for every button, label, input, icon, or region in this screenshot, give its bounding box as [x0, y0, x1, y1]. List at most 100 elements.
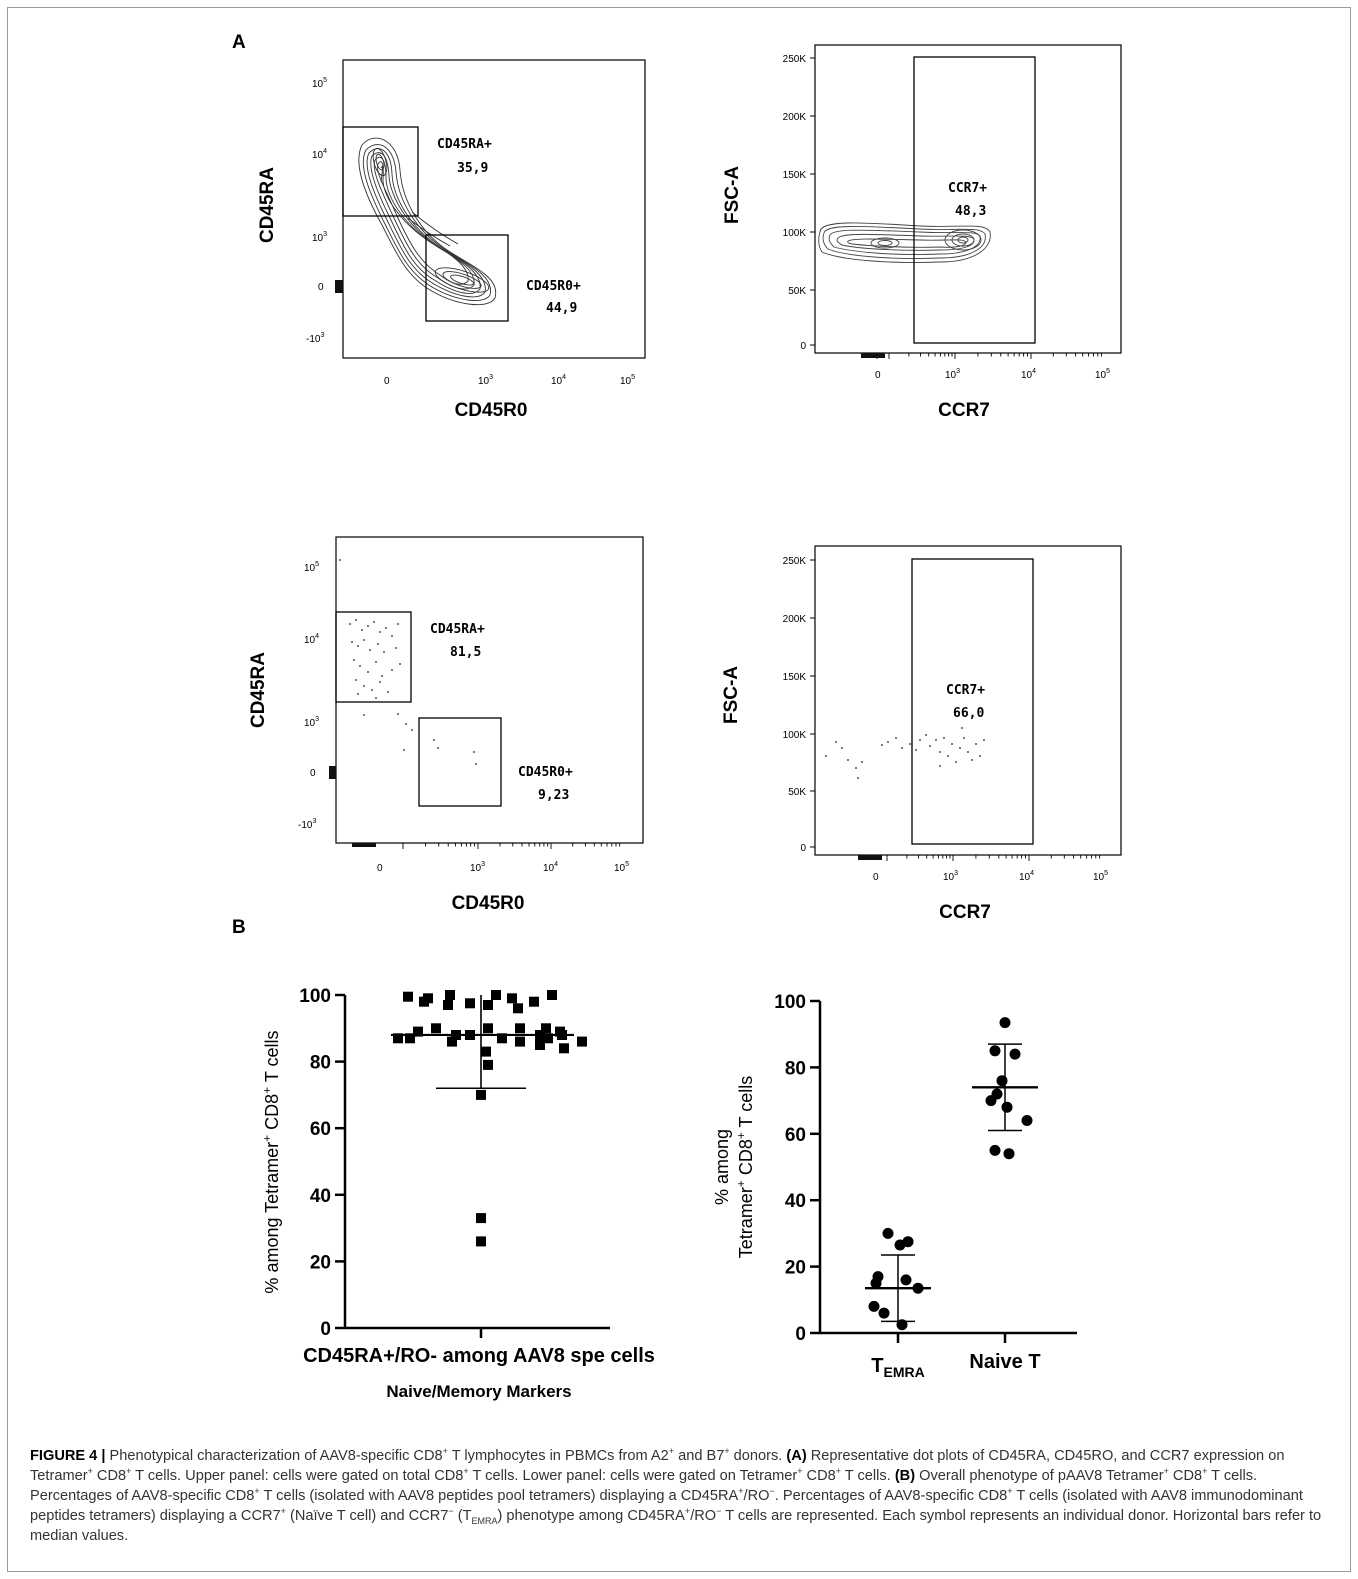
category-label-temra: TEMRA [871, 1355, 924, 1380]
data-point [559, 1043, 569, 1054]
event-dot [379, 681, 381, 683]
event-dot [359, 665, 361, 667]
event-dot [339, 559, 341, 561]
data-point [483, 1023, 493, 1034]
data-point [868, 1300, 880, 1312]
event-dot [375, 697, 377, 699]
x-minor-ticks [402, 843, 621, 849]
event-dot [895, 737, 897, 739]
y-ticks: 0 20 40 60 80 100 [299, 986, 345, 1340]
event-dot [395, 647, 397, 649]
data-point [513, 1003, 523, 1014]
x-tick-1e3: 103 [470, 861, 485, 874]
flow-plot-top-right: 0 50K 100K 150K 200K 250K CCR7+ 48,3 0 1… [722, 44, 1122, 421]
data-point [405, 1033, 415, 1044]
y-tick: 100K [783, 730, 807, 741]
event-dot [349, 623, 351, 625]
gate-ccr7 [911, 558, 1034, 845]
flow-plot-bottom-left: CD45RA+ 81,5 CD45R0+ 9,23 105 104 103 0 … [248, 536, 644, 914]
data-point [443, 1000, 453, 1010]
y-tick-label: 20 [310, 1252, 331, 1273]
event-dot [357, 693, 359, 695]
event-dot [357, 645, 359, 647]
data-point [541, 1023, 551, 1034]
x-tick-1e3: 103 [943, 870, 958, 883]
event-dot [411, 729, 413, 731]
event-dot [397, 713, 399, 715]
event-dot [979, 755, 981, 757]
gate-label: CD45R0+ [518, 765, 573, 780]
x-tick-1e4: 104 [543, 861, 558, 874]
y-axis-label: CD45RA [248, 652, 269, 728]
figure-caption: FIGURE 4 | Phenotypical characterization… [30, 1446, 1322, 1544]
x-minor-ticks [886, 855, 1101, 861]
x-axis-label: CCR7 [938, 400, 990, 421]
event-dot [955, 761, 957, 763]
event-dot [939, 751, 941, 753]
event-dot [363, 685, 365, 687]
y-tick-label: 60 [310, 1119, 331, 1140]
event-dot [861, 761, 863, 763]
event-dot [351, 641, 353, 643]
gate-value: 66,0 [953, 706, 984, 721]
y-axis-label: FSC-A [722, 166, 743, 224]
data-point [535, 1040, 545, 1050]
x-axis-label: CD45R0 [452, 893, 525, 914]
y-tick-label: 100 [774, 992, 806, 1013]
event-dot [925, 734, 927, 736]
data-point [547, 990, 557, 1000]
event-dot [943, 737, 945, 739]
event-dot [379, 631, 381, 633]
data-points [393, 990, 587, 1247]
gate-ccr7 [913, 56, 1036, 344]
data-point [476, 1236, 486, 1247]
y-tick: 0 [800, 341, 806, 352]
event-dot [971, 759, 973, 761]
event-dot [367, 671, 369, 673]
y-tick-neg1e3: -103 [306, 332, 324, 345]
y-tick: 150K [783, 672, 807, 683]
contour-density [358, 137, 497, 306]
gate-cd45r0 [425, 234, 509, 322]
y-tick-label: 0 [320, 1319, 331, 1340]
x-tick-0: 0 [377, 863, 383, 874]
y-tick-1e5: 105 [312, 77, 327, 90]
event-dot [363, 714, 365, 716]
x-tick-1e4: 104 [551, 374, 566, 387]
y-ticks [810, 57, 815, 346]
contour-density [818, 222, 991, 263]
event-dot [381, 675, 383, 677]
event-dot [939, 765, 941, 767]
y-tick: 200K [783, 614, 807, 625]
axis-pileup [858, 855, 882, 860]
event-dot [919, 739, 921, 741]
y-tick: 200K [783, 112, 807, 123]
event-dot [355, 679, 357, 681]
median-bars [865, 1043, 1038, 1323]
data-point [529, 996, 539, 1007]
event-dot [475, 763, 477, 765]
event-dots [339, 559, 477, 765]
event-dot [385, 627, 387, 629]
y-tick: 150K [783, 170, 807, 181]
gate-label: CCR7+ [946, 683, 985, 698]
event-dot [367, 625, 369, 627]
event-dot [361, 629, 363, 631]
scatter-plot-b-right: 0 20 40 60 80 100 TEMRA Naive T % amongTetram… [712, 992, 1077, 1380]
data-point [465, 998, 475, 1009]
data-point [894, 1239, 906, 1251]
event-dot [371, 689, 373, 691]
event-dot [847, 759, 849, 761]
event-dot [935, 739, 937, 741]
data-point [515, 1036, 525, 1047]
gate-label: CCR7+ [948, 181, 987, 196]
gate-value: 48,3 [955, 204, 986, 219]
event-dot [975, 743, 977, 745]
event-dot [373, 621, 375, 623]
x-tick-1e5: 105 [1093, 870, 1108, 883]
y-ticks [810, 559, 815, 848]
x-tick-1e3: 103 [478, 374, 493, 387]
y-tick-0: 0 [318, 282, 324, 293]
event-dot [841, 747, 843, 749]
